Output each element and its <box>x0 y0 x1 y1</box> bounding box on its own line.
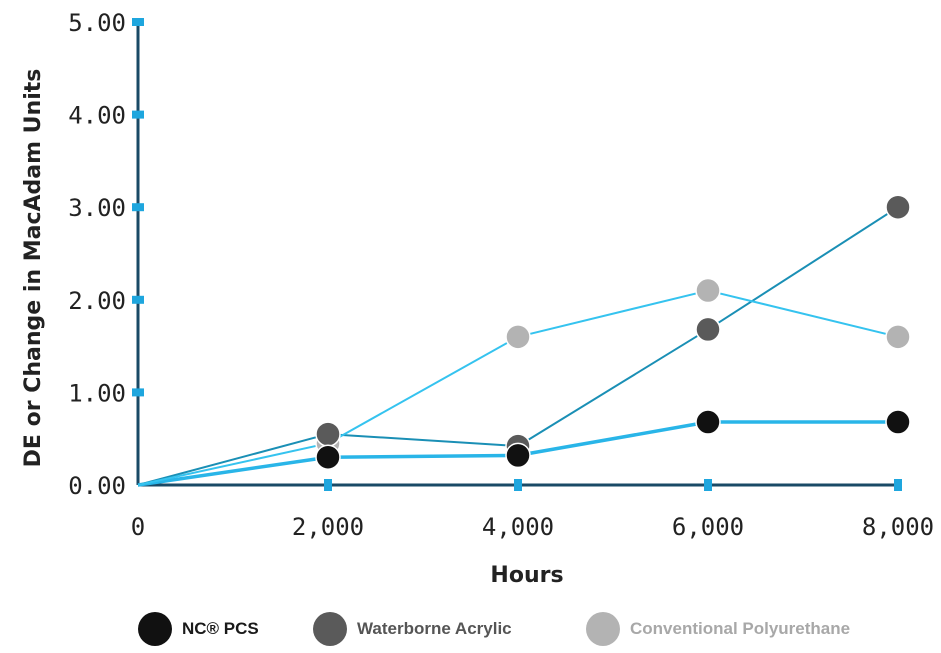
x-tick-label: 2,000 <box>292 513 364 541</box>
y-tick-mark <box>132 110 144 119</box>
chart-ticks: 0.00 1.00 2.00 3.00 4.00 5.00 0 2,000 4,000 6,000… <box>68 9 934 541</box>
y-tick-label: 5.00 <box>68 9 126 37</box>
legend-label-nc-pcs: NC® PCS <box>182 619 259 638</box>
legend-swatch-nc-pcs <box>138 612 172 646</box>
legend-swatch-conventional-polyurethane <box>586 612 620 646</box>
series-points <box>315 194 911 470</box>
x-tick-mark <box>324 479 332 491</box>
data-point-series-0 <box>885 409 911 435</box>
y-tick-label: 4.00 <box>68 102 126 130</box>
y-tick-label: 3.00 <box>68 194 126 222</box>
data-point-series-2 <box>695 277 721 304</box>
y-tick-mark <box>132 203 144 212</box>
data-point-series-1 <box>885 194 911 220</box>
legend-item-conventional-polyurethane: Conventional Polyurethane <box>586 612 850 646</box>
legend-swatch-waterborne-acrylic <box>313 612 347 646</box>
data-point-series-0 <box>315 444 341 470</box>
legend-label-waterborne-acrylic: Waterborne Acrylic <box>357 619 512 638</box>
y-tick-mark <box>132 18 144 26</box>
x-tick-mark <box>514 479 522 491</box>
data-point-series-0 <box>695 409 721 435</box>
y-tick-label: 2.00 <box>68 287 126 315</box>
y-tick-label: 1.00 <box>68 379 126 407</box>
chart-axes <box>136 22 898 487</box>
legend-item-nc-pcs: NC® PCS <box>138 612 259 646</box>
x-tick-label: 6,000 <box>672 513 744 541</box>
data-point-series-2 <box>505 324 531 350</box>
x-tick-mark <box>894 479 902 491</box>
x-axis-title: Hours <box>490 563 563 588</box>
x-tick-mark <box>704 479 712 491</box>
x-tick-label: 4,000 <box>482 513 554 541</box>
x-tick-label: 0 <box>131 513 145 541</box>
y-axis-title: DE or Change in MacAdam Units <box>21 69 46 468</box>
data-point-series-0 <box>505 442 531 469</box>
line-chart: 0.00 1.00 2.00 3.00 4.00 5.00 0 2,000 4,000 6,000… <box>21 9 934 588</box>
y-tick-mark <box>132 295 144 304</box>
chart-legend: NC® PCS Waterborne Acrylic Conventional … <box>0 612 941 652</box>
y-tick-mark <box>132 388 144 397</box>
data-point-series-2 <box>885 324 911 350</box>
x-tick-label: 8,000 <box>862 513 934 541</box>
data-point-series-1 <box>695 316 721 343</box>
y-tick-label: 0.00 <box>68 472 126 500</box>
legend-item-waterborne-acrylic: Waterborne Acrylic <box>313 612 512 646</box>
data-point-series-1 <box>315 421 341 447</box>
legend-label-conventional-polyurethane: Conventional Polyurethane <box>630 619 851 638</box>
